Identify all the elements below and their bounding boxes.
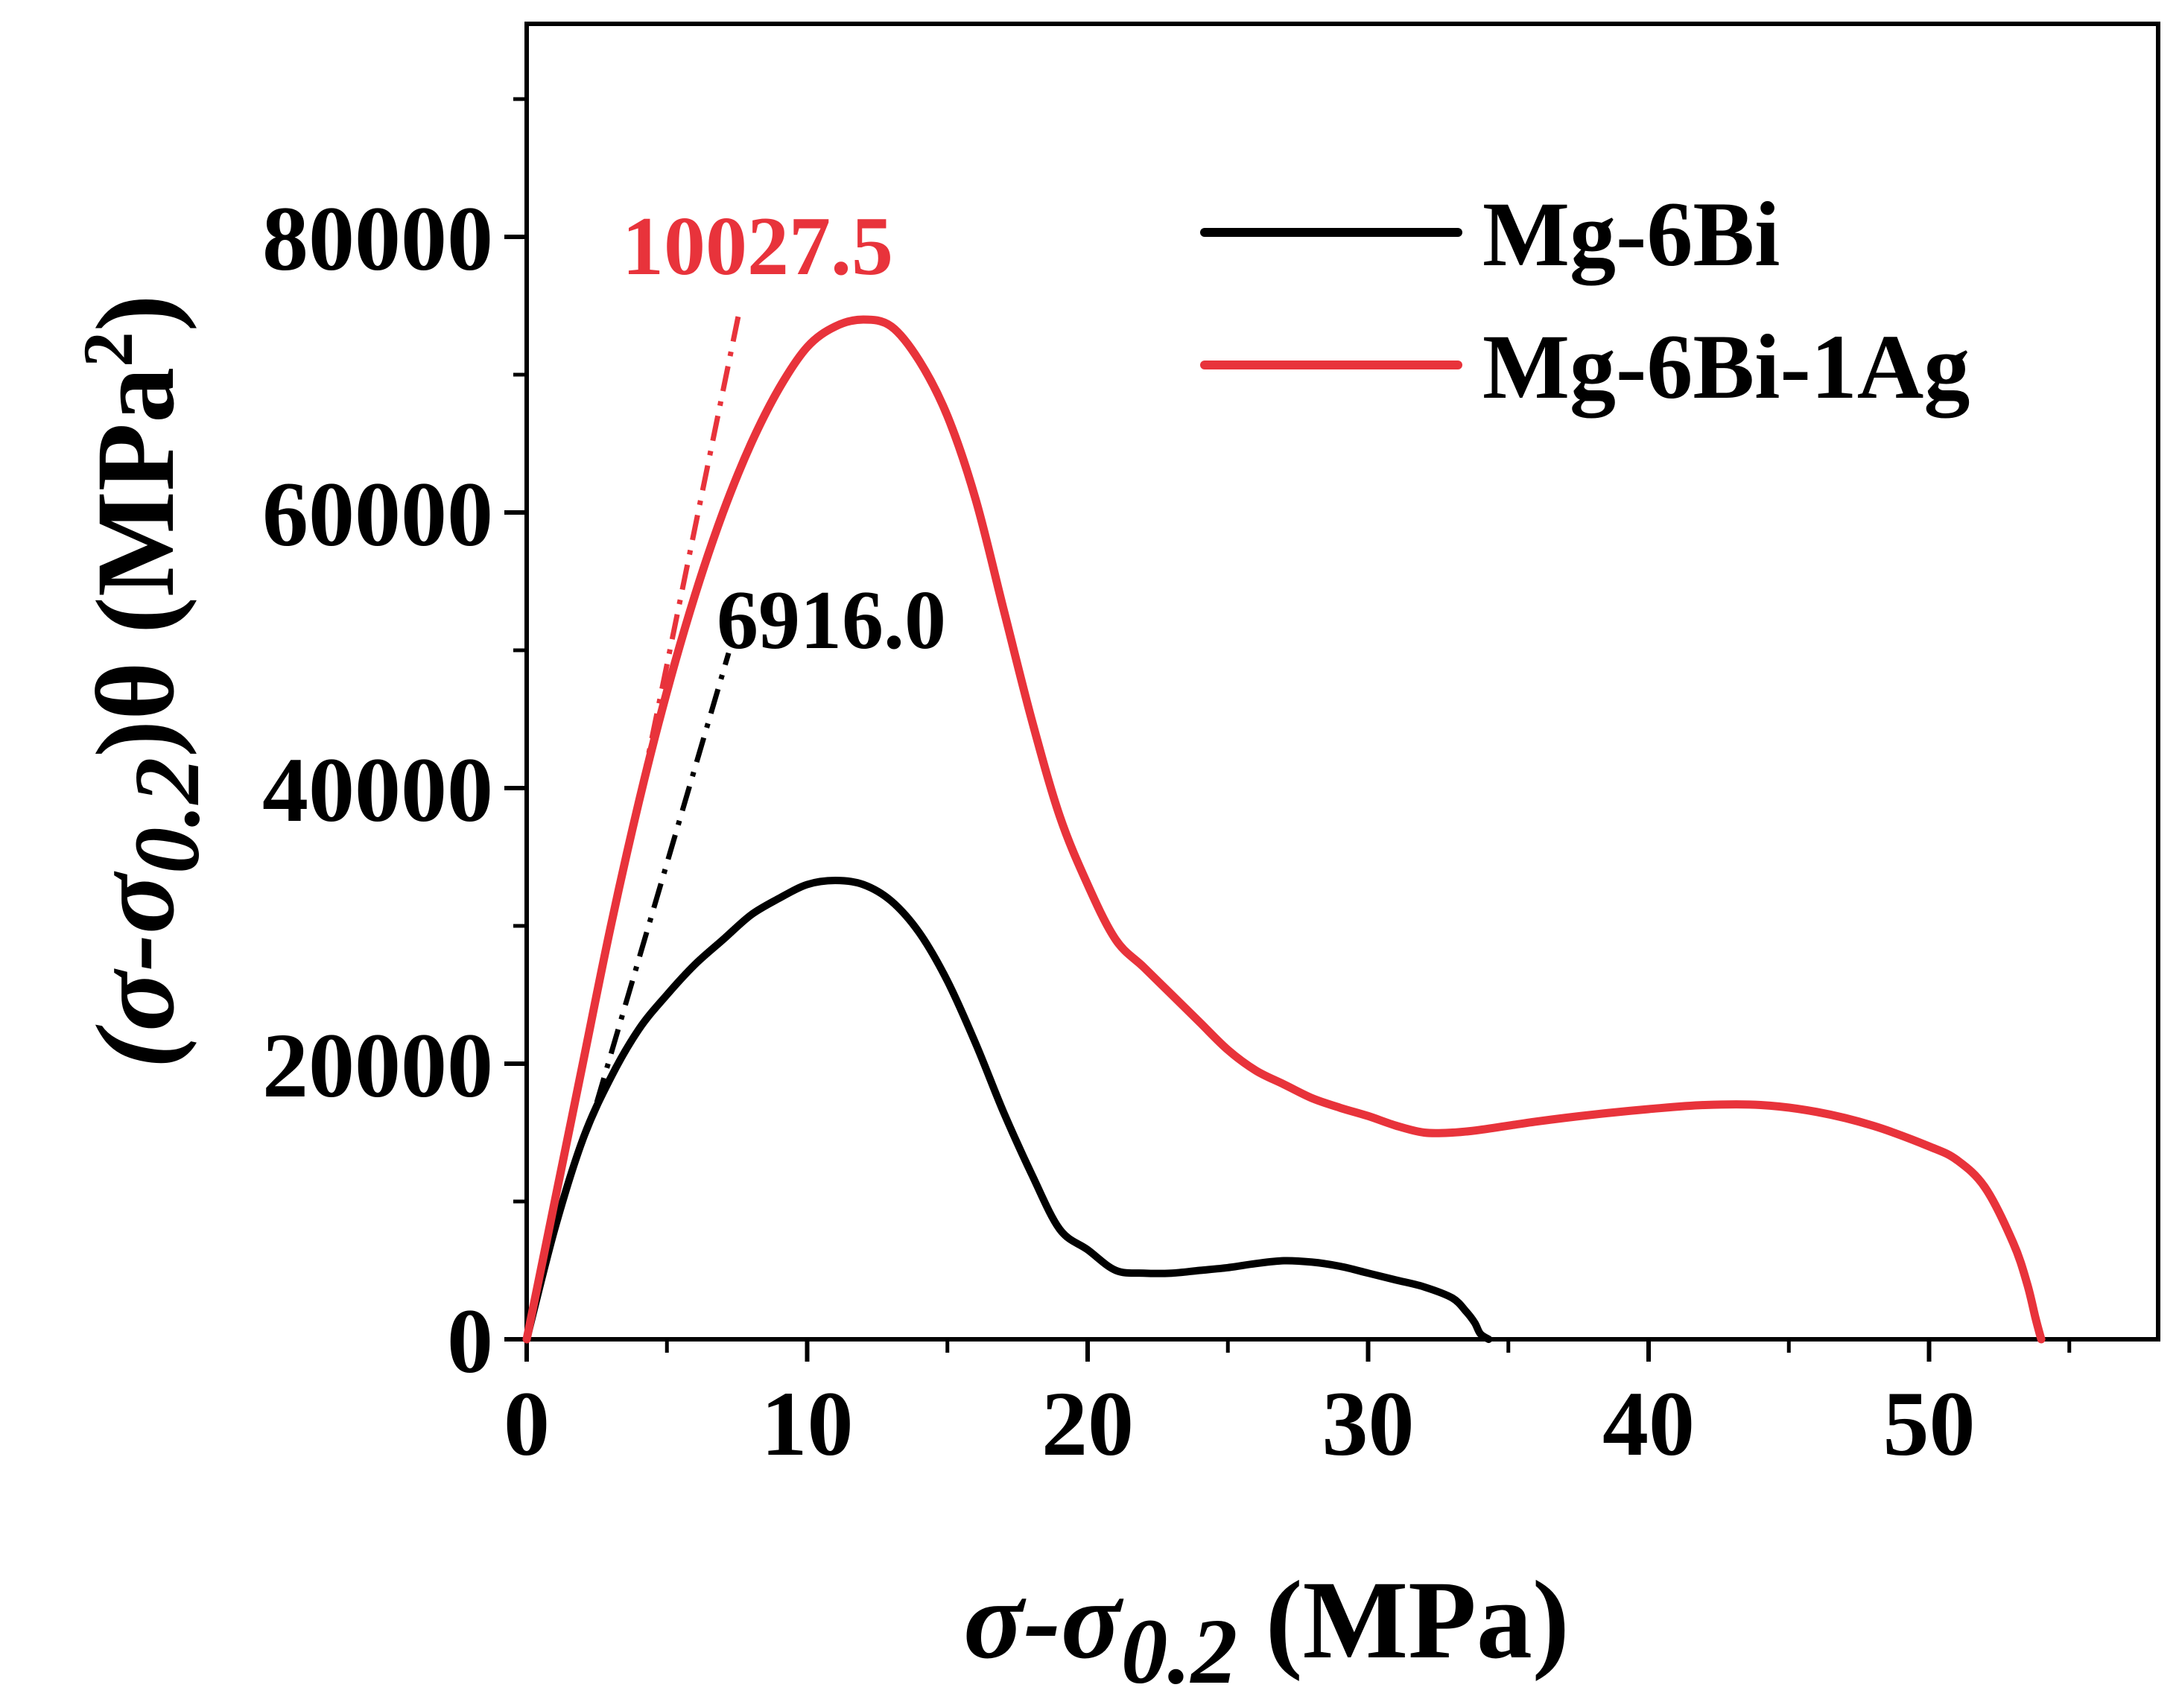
y-tick-label-20000: 20000 [262,1015,493,1117]
y-axis-title-superscript: 2 [69,331,148,367]
y-tick-label-80000: 80000 [262,188,493,290]
y-axis-title: (σ-σ0.2)θ (MPa2) [69,294,219,1068]
series-lines [522,315,2046,1344]
x-axis-title-subscript: 0.2 [1121,1601,1237,1704]
legend-label-mg-6bi: Mg-6Bi [1482,183,1780,286]
x-tick-label-50: 50 [1883,1373,1976,1475]
y-tick-label-60000: 60000 [262,463,493,565]
x-tick-label-10: 10 [761,1373,854,1475]
axis-tick-labels: 0 10 20 30 40 50 0 20000 40000 60000 80000 [262,188,1976,1475]
series-line-mg-6bi-1ag [522,315,2046,1344]
legend: Mg-6Bi Mg-6Bi-1Ag [1200,183,1970,419]
y-axis-title-middle: )θ (MPa [74,367,197,758]
x-axis-title-symbol: σ-σ [963,1558,1124,1682]
x-tick-label-40: 40 [1602,1373,1695,1475]
x-axis-title: σ-σ0.2 (MPa) [963,1558,1570,1704]
x-tick-label-0: 0 [504,1373,550,1475]
x-tick-label-30: 30 [1322,1373,1415,1475]
x-axis-title-unit: (MPa) [1237,1558,1570,1682]
y-axis-title-subscript: 0.2 [116,758,219,874]
y-tick-label-0: 0 [447,1290,493,1392]
fit-slope-label-mg-6bi: 6916.0 [717,574,946,667]
series-line-mg-6bi [523,877,1493,1343]
legend-label-mg-6bi-1ag: Mg-6Bi-1Ag [1482,316,1970,419]
fit-lines [594,308,743,1103]
y-axis-title-symbol: (σ-σ [74,871,197,1069]
x-tick-label-20: 20 [1041,1373,1134,1475]
y-axis-title-end: ) [74,294,197,331]
y-tick-label-40000: 40000 [262,739,493,841]
plot-frame [524,22,2160,1342]
fit-line-mg-6bi-1ag [638,308,743,789]
fit-slope-label-mg-6bi-1ag: 10027.5 [622,200,893,293]
